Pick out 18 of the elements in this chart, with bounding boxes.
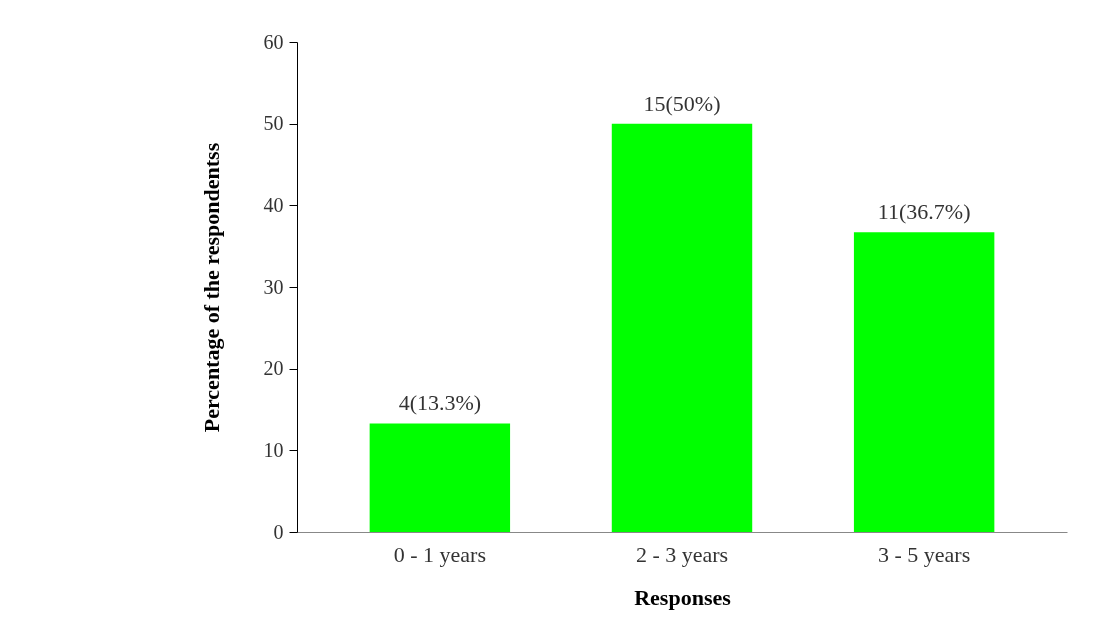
y-tick-label: 50: [263, 112, 284, 135]
x-tick-label: 3 - 5 years: [878, 541, 971, 567]
x-axis-title: Responses: [634, 584, 732, 610]
y-tick-label: 30: [263, 275, 284, 298]
y-tick-label: 20: [263, 357, 284, 380]
bar: [853, 232, 995, 532]
bar: [611, 123, 753, 532]
y-tick-label: 0: [273, 520, 284, 543]
y-tick-label: 60: [263, 30, 284, 53]
data-label: 4(13.3%): [398, 390, 482, 416]
x-tick-label: 0 - 1 years: [393, 541, 486, 567]
bar: [369, 423, 511, 532]
y-tick-label: 10: [263, 438, 284, 461]
data-label: 11(36.7%): [877, 199, 971, 225]
y-tick-label: 40: [263, 193, 284, 216]
y-axis-title: Percentage of the respondentss: [198, 142, 224, 433]
x-tick-label: 2 - 3 years: [635, 541, 729, 567]
data-label: 15(50%): [643, 90, 721, 116]
